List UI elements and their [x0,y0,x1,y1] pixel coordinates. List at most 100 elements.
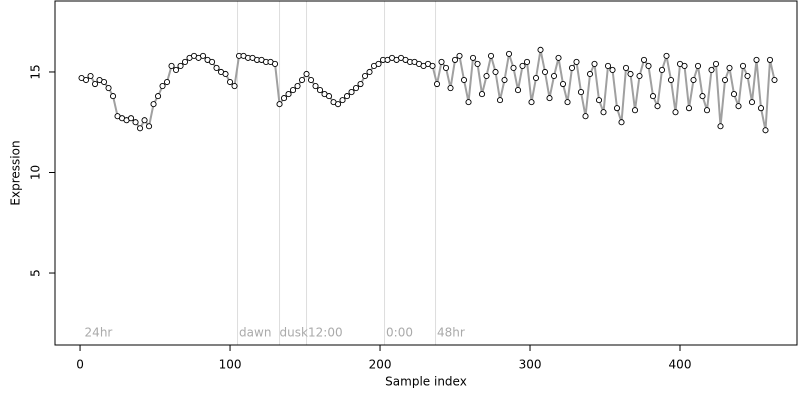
point [168,62,175,69]
point [487,52,495,59]
annotation: 48hr [437,326,465,340]
point [285,91,292,98]
point [226,78,234,86]
point [708,66,715,74]
point [640,56,648,63]
point [177,62,184,69]
point [523,58,531,65]
point [316,87,324,94]
point [717,123,724,130]
point [739,62,747,69]
point [577,89,585,96]
y-tick-label: 5 [29,269,43,277]
point [375,60,382,67]
point [154,93,162,100]
point [172,66,180,74]
point [712,60,720,67]
point [447,85,454,92]
point [685,105,693,112]
point [181,58,189,65]
point [496,97,504,104]
x-tick-label: 400 [669,358,692,372]
point [109,93,117,100]
point [753,56,760,63]
y-tick-label: 10 [29,165,43,180]
point [766,56,774,63]
point [451,56,459,63]
point [541,68,549,76]
point [222,70,229,78]
point [100,78,108,86]
x-tick-label: 100 [219,358,242,372]
point [289,87,297,94]
point [478,91,486,98]
point [748,99,756,106]
point [645,62,652,69]
point [519,62,526,69]
point [456,52,463,59]
point [726,64,733,72]
point [82,76,90,84]
x-tick-label: 0 [76,358,84,372]
point [510,64,517,72]
point [334,101,342,108]
point [658,66,666,74]
annotation: dawn [239,326,271,340]
point [91,80,99,88]
point [690,76,697,84]
point [582,113,589,120]
point [465,99,472,106]
point [681,62,688,69]
point [231,82,238,90]
point [150,101,157,108]
point [771,76,778,84]
point [208,58,216,65]
point [663,52,670,59]
x-axis-label: Sample index [385,375,467,389]
point [361,72,369,80]
point [532,74,540,82]
annotation: 12:00 [308,326,343,340]
point [550,72,558,80]
point [339,97,346,104]
x-tick-label: 200 [369,358,392,372]
point [307,76,315,84]
point [735,103,742,110]
point [757,105,765,112]
point [199,52,207,59]
point [429,62,436,69]
point [141,117,148,124]
point [694,62,702,69]
point [591,60,598,67]
point [631,107,639,114]
point [213,64,220,72]
point [501,76,508,84]
point [352,85,360,92]
point [649,93,657,100]
point [595,97,603,104]
point [312,82,319,90]
point [366,68,373,76]
point [433,80,441,88]
point [654,103,661,110]
point [159,82,166,90]
point [505,50,513,57]
point [730,91,738,98]
point [600,109,607,116]
point [618,119,625,126]
point [762,127,769,134]
point [721,76,729,84]
x-tick-label: 300 [519,358,542,372]
point [474,60,481,67]
point [699,93,706,100]
point [573,58,580,65]
point [528,99,535,106]
point [627,70,634,78]
point [636,72,643,80]
y-axis-label: Expression [9,140,23,205]
point [483,72,490,80]
point [613,105,621,112]
point [568,64,576,72]
point [744,72,751,80]
